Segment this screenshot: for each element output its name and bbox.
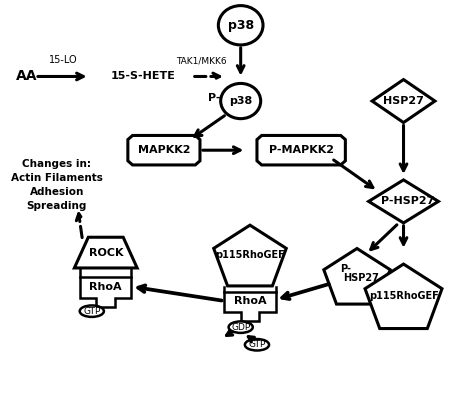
- Polygon shape: [128, 136, 200, 165]
- Text: GTP: GTP: [248, 340, 265, 349]
- Text: P-: P-: [340, 264, 351, 274]
- Polygon shape: [74, 237, 137, 268]
- Polygon shape: [80, 277, 131, 307]
- Ellipse shape: [80, 305, 104, 317]
- Text: TAK1/MKK6: TAK1/MKK6: [176, 56, 227, 65]
- Ellipse shape: [245, 339, 269, 351]
- Text: HSP27: HSP27: [343, 273, 379, 284]
- Text: GDP: GDP: [231, 323, 250, 332]
- Text: HSP27: HSP27: [383, 96, 424, 106]
- Polygon shape: [257, 136, 346, 165]
- Text: p38: p38: [228, 19, 254, 32]
- Polygon shape: [365, 264, 442, 328]
- Polygon shape: [224, 291, 275, 321]
- Text: RhoA: RhoA: [234, 296, 266, 306]
- Polygon shape: [324, 249, 390, 304]
- Text: ROCK: ROCK: [89, 247, 123, 258]
- Text: MAPKK2: MAPKK2: [137, 145, 190, 155]
- Text: RhoA: RhoA: [90, 282, 122, 291]
- Circle shape: [219, 6, 263, 45]
- Polygon shape: [369, 180, 438, 223]
- Text: p115RhoGEF: p115RhoGEF: [215, 249, 285, 260]
- Text: P-HSP27: P-HSP27: [381, 196, 434, 206]
- Circle shape: [221, 83, 261, 119]
- Text: 15-LO: 15-LO: [49, 55, 77, 65]
- Text: P-MAPKK2: P-MAPKK2: [269, 145, 334, 155]
- Polygon shape: [372, 80, 435, 122]
- Text: 15-S-HETE: 15-S-HETE: [110, 72, 175, 81]
- Text: Changes in:
Actin Filaments
Adhesion
Spreading: Changes in: Actin Filaments Adhesion Spr…: [11, 159, 103, 211]
- Text: p115RhoGEF: p115RhoGEF: [369, 291, 438, 301]
- Text: AA: AA: [17, 69, 38, 83]
- Text: GTP: GTP: [83, 307, 100, 316]
- Text: P-: P-: [209, 93, 221, 103]
- Polygon shape: [214, 225, 286, 286]
- Text: p38: p38: [229, 96, 252, 106]
- Ellipse shape: [228, 321, 253, 333]
